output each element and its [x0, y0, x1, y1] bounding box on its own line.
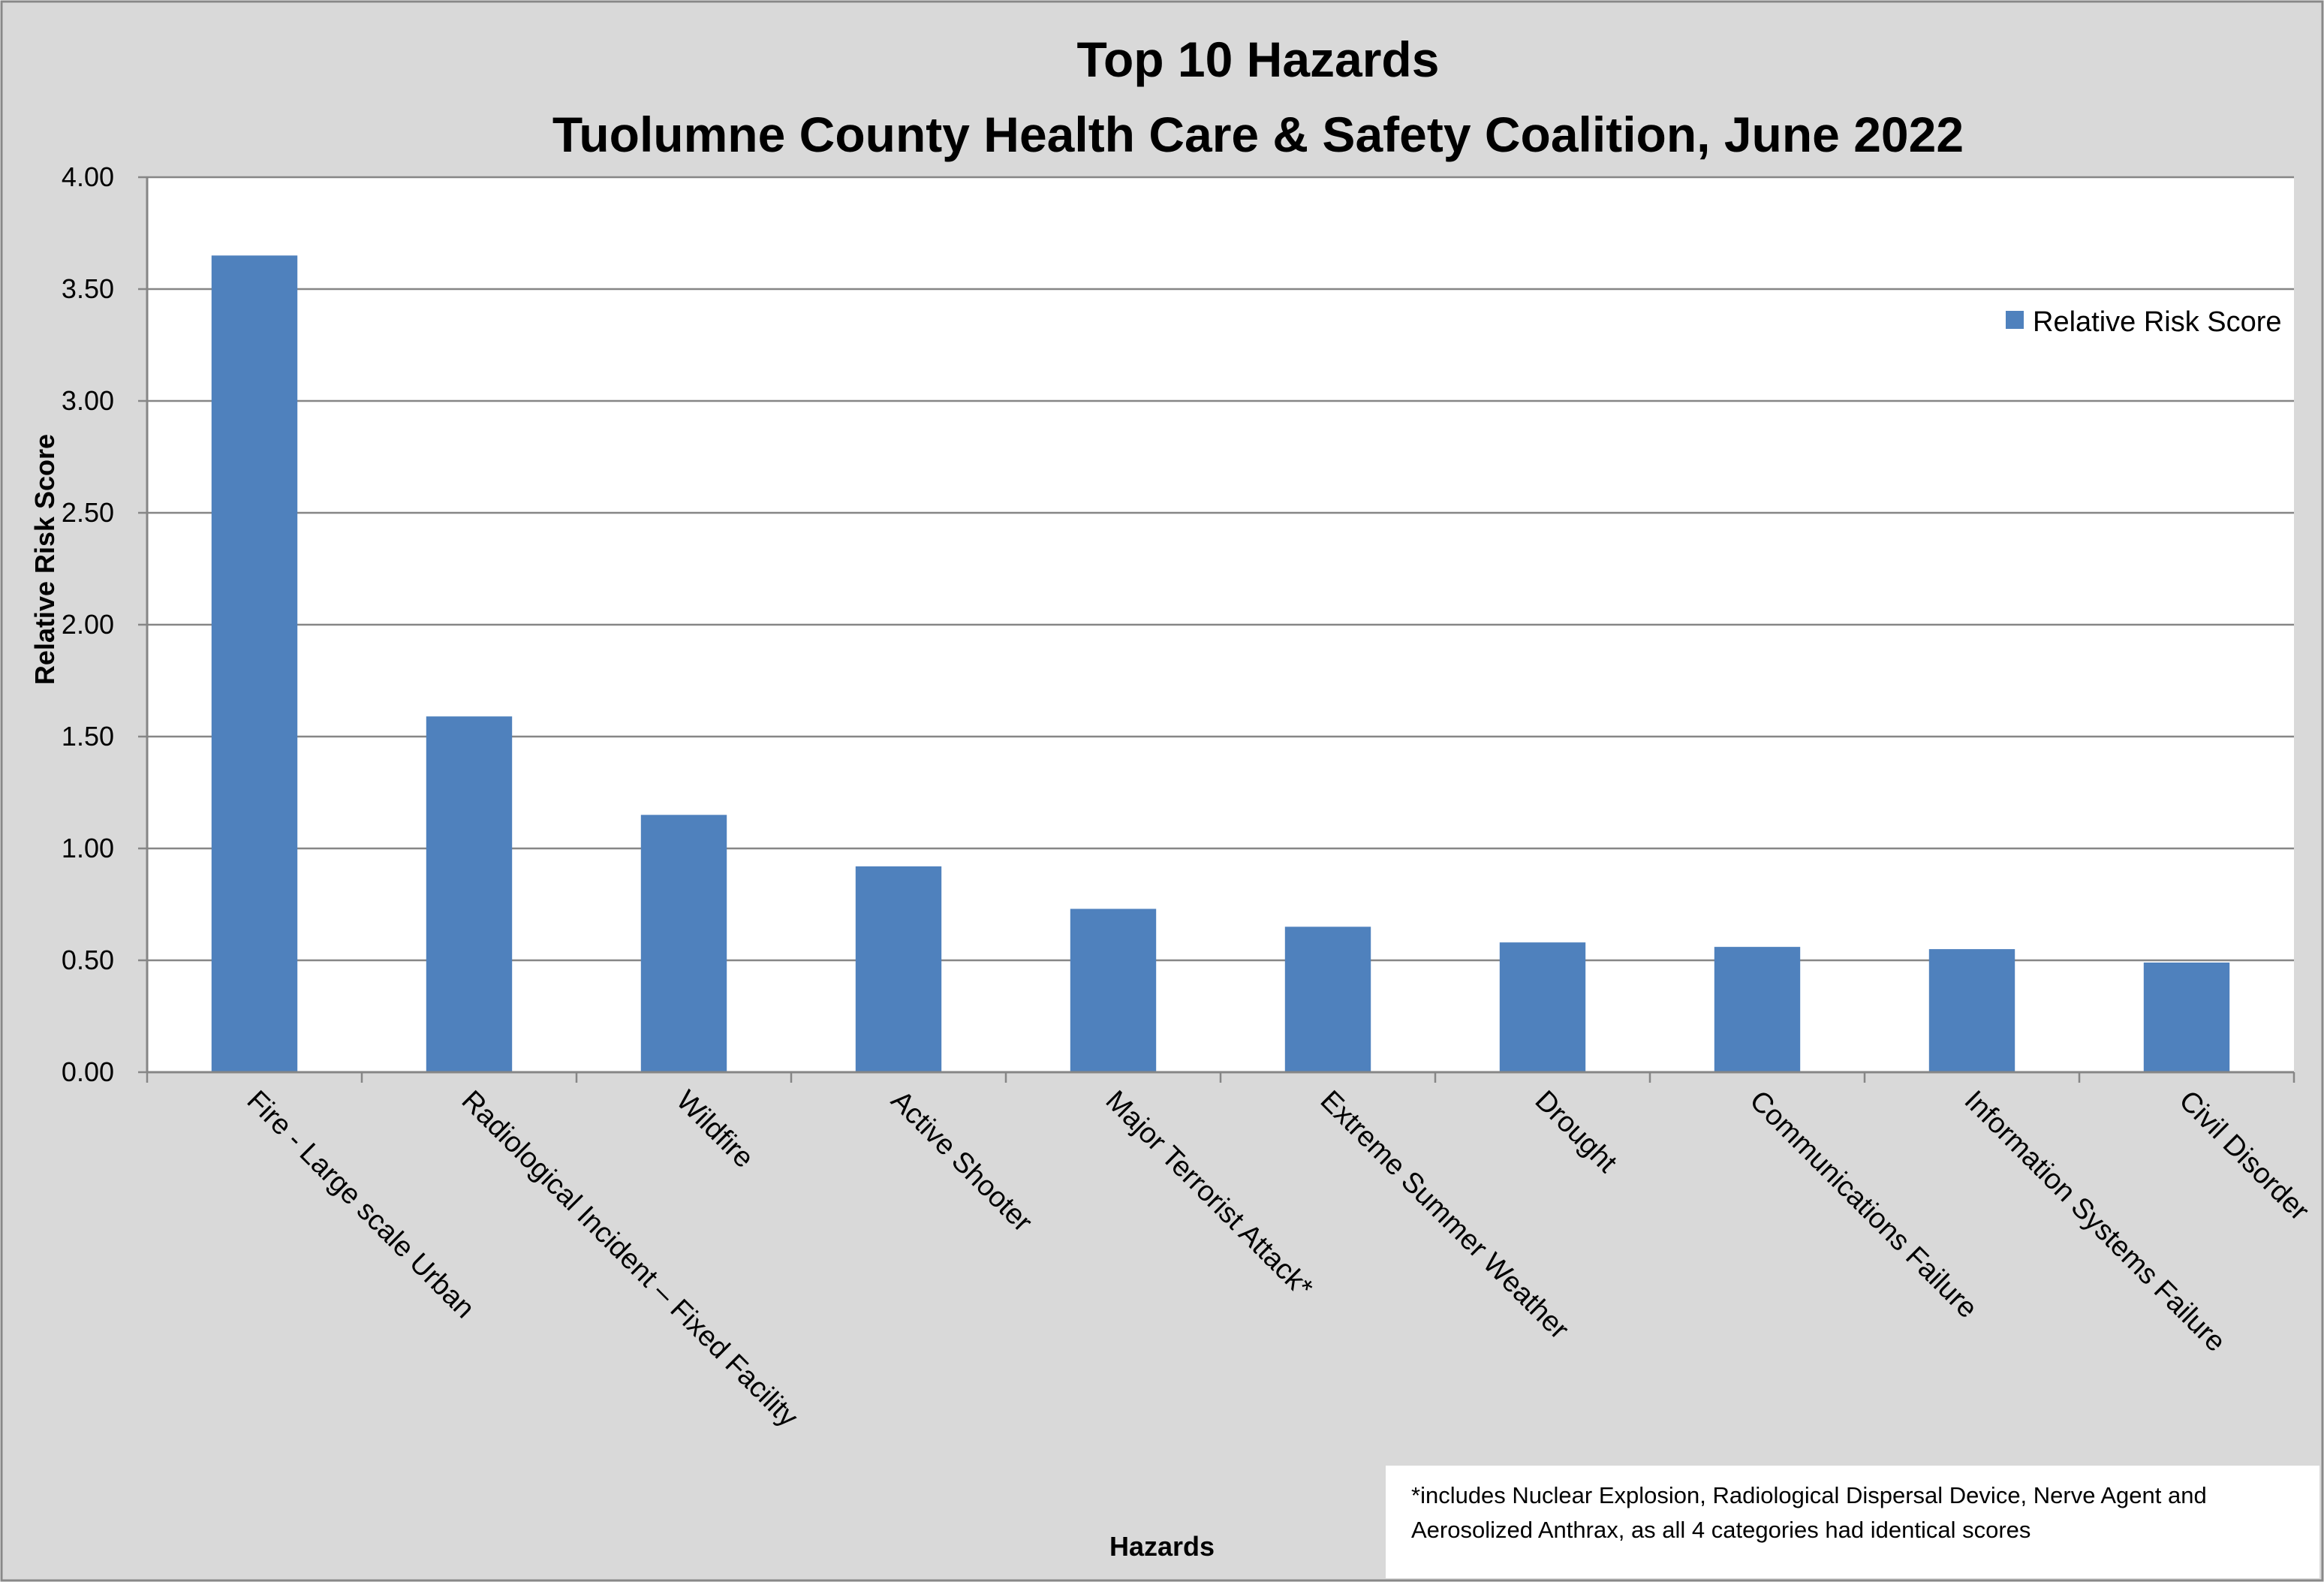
y-axis-title: Relative Risk Score	[29, 434, 60, 685]
footnote-box: *includes Nuclear Explosion, Radiologica…	[1386, 1466, 2319, 1578]
bar	[426, 716, 513, 1072]
legend-label: Relative Risk Score	[2033, 306, 2282, 338]
y-tick-label: 3.50	[62, 273, 114, 304]
bar	[640, 815, 727, 1072]
y-tick-label: 1.00	[62, 833, 114, 863]
bar	[1284, 927, 1371, 1072]
chart-title: Top 10 Hazards	[1077, 32, 1440, 87]
chart-subtitle: Tuolumne County Health Care & Safety Coa…	[552, 107, 1964, 162]
bar	[211, 255, 298, 1072]
bars	[211, 255, 2230, 1072]
bar	[1714, 947, 1801, 1072]
y-tick-labels: 0.00 0.50 1.00 1.50 2.00 2.50 3.00 3.50 4.00	[62, 161, 114, 1087]
footnote-background	[1386, 1466, 2319, 1578]
footnote-line-2: Aerosolized Anthrax, as all 4 categories…	[1411, 1517, 2030, 1543]
bar	[1070, 909, 1157, 1072]
y-tick-label: 1.50	[62, 721, 114, 752]
bar	[1928, 949, 2015, 1072]
y-tick-label: 4.00	[62, 161, 114, 192]
x-axis-title: Hazards	[1109, 1531, 1215, 1562]
axes	[138, 176, 2295, 1083]
legend-swatch	[2006, 311, 2024, 329]
y-tick-label: 0.00	[62, 1056, 114, 1087]
y-tick-label: 3.00	[62, 385, 114, 416]
y-tick-label: 2.50	[62, 497, 114, 528]
y-tick-label: 2.00	[62, 609, 114, 640]
legend: Relative Risk Score	[2006, 306, 2282, 338]
bar	[855, 866, 942, 1072]
y-tick-label: 0.50	[62, 945, 114, 975]
bar	[1499, 942, 1586, 1072]
bar	[2143, 962, 2230, 1072]
footnote-line-1: *includes Nuclear Explosion, Radiologica…	[1411, 1482, 2207, 1508]
